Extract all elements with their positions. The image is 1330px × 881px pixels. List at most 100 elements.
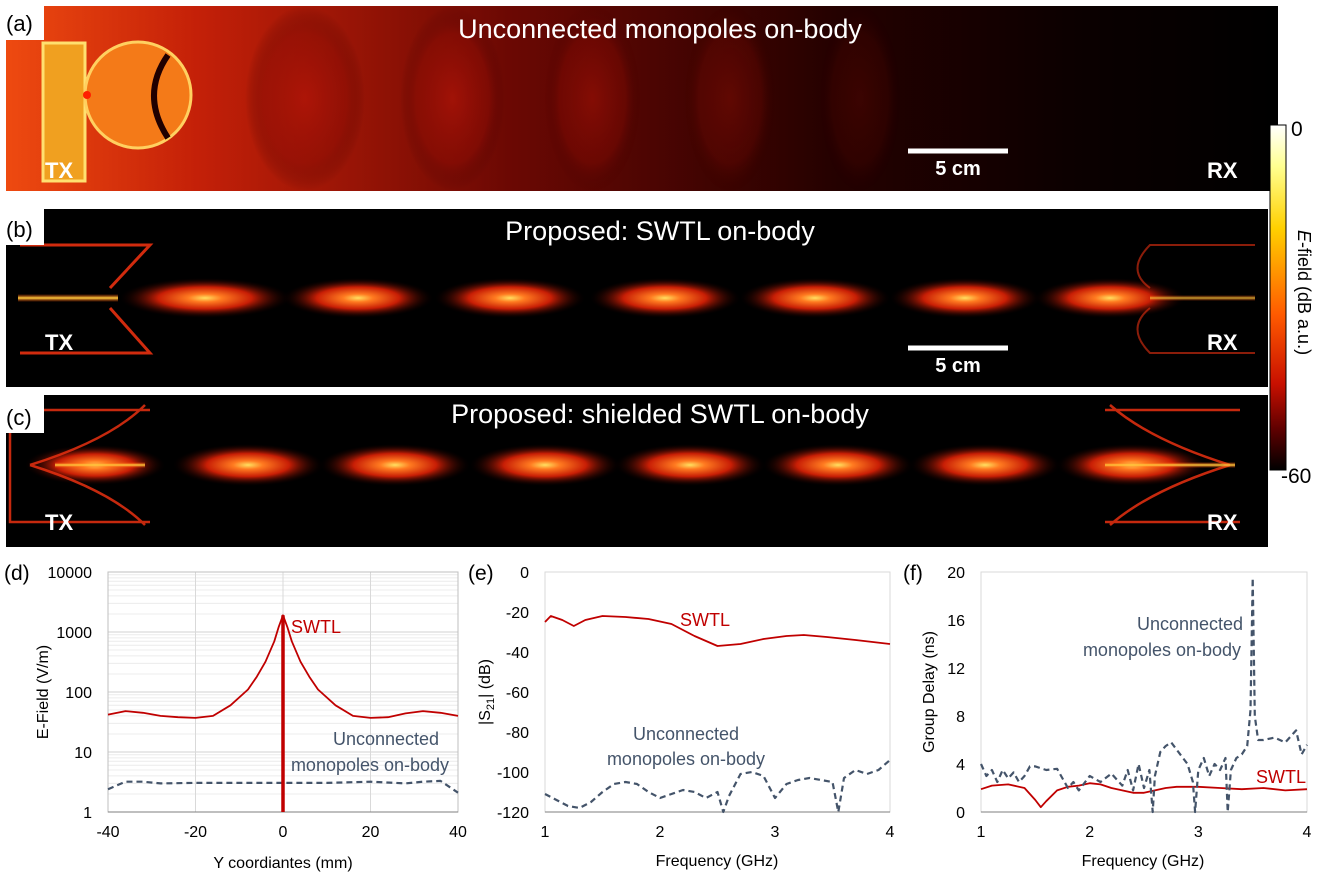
y-tick-label: 1000	[56, 625, 92, 642]
panel-a-wavefronts	[245, 6, 900, 191]
panel-b-title: Proposed: SWTL on-body	[505, 216, 815, 246]
y-tick-label: -40	[506, 645, 529, 662]
chart-e-ylabel-main: |S	[477, 710, 494, 725]
wavefront-band	[400, 6, 505, 191]
y-tick-label: -60	[506, 685, 529, 702]
field-lobe	[435, 278, 585, 318]
panel-c-rx-label: RX	[1207, 510, 1238, 535]
tx-disc-null	[151, 53, 171, 140]
panel-b-tx-label: TX	[45, 330, 73, 355]
panel-c-label-box	[0, 395, 44, 433]
tx-horn-upper	[20, 243, 154, 290]
panel-b-label-box	[0, 207, 44, 245]
panel-b-lobes	[120, 278, 1185, 318]
panel-a-field-map	[6, 6, 1278, 191]
panel-b-scale-label: 5 cm	[935, 355, 981, 377]
tx-shield	[8, 404, 150, 526]
panel-a-label: (a)	[6, 11, 33, 36]
y-tick-label: 10	[74, 745, 92, 762]
tx-feed-line	[18, 294, 118, 302]
chart-e-plot-frame	[544, 571, 891, 813]
chart-f-annotation-swtl: SWTL	[1256, 767, 1306, 787]
panel-a-label-box	[0, 0, 44, 40]
y-tick-label: 20	[947, 565, 965, 582]
wavefront-band	[245, 6, 365, 191]
chart-e-annotation-swtl: SWTL	[680, 610, 730, 630]
colorbar-title-e: E	[1294, 230, 1314, 243]
x-tick-label: 4	[1303, 824, 1312, 841]
colorbar-gradient	[1269, 124, 1287, 471]
rx-horn-upper	[1136, 244, 1255, 289]
panel-a-rx-label: RX	[1207, 158, 1238, 183]
y-tick-label: 1	[83, 805, 92, 822]
chart-e-ylabel-end: | (dB)	[477, 659, 494, 698]
x-tick-label: 0	[279, 824, 288, 841]
panel-a-title: Unconnected monopoles on-body	[458, 14, 862, 44]
wavefront-band	[820, 6, 900, 191]
panel-c-tx-label: TX	[45, 510, 73, 535]
tx-feed-point	[83, 91, 91, 99]
series-line-unconnected	[979, 576, 1308, 814]
x-tick-label: 2	[1085, 824, 1094, 841]
chart-e-annotation-unconnected-2: monopoles on-body	[607, 749, 765, 769]
field-lobe	[120, 278, 290, 318]
wavefront-band	[685, 6, 775, 191]
field-lobe	[740, 278, 890, 318]
y-tick-label: 100	[65, 685, 92, 702]
field-lobe	[763, 444, 913, 486]
y-tick-label: 16	[947, 613, 965, 630]
chart-f-series	[979, 576, 1308, 814]
panel-a-background	[6, 6, 1278, 191]
x-tick-label: -20	[184, 824, 207, 841]
field-lobe	[590, 278, 740, 318]
chart-f-annotation-unconnected-2: monopoles on-body	[1083, 640, 1241, 660]
chart-e-ylabel-sub: 21	[485, 698, 497, 710]
tx-monopole-disc	[83, 40, 193, 150]
series-line-swtl	[980, 782, 1308, 809]
tx-horn-lower	[20, 307, 154, 355]
panel-a-scale-label: 5 cm	[935, 158, 981, 180]
panel-b-rx-label: RX	[1207, 330, 1238, 355]
tx-feed-line	[55, 462, 145, 468]
rx-feed-line	[1105, 462, 1235, 468]
chart-e-ylabel: |S21| (dB)	[477, 659, 497, 725]
chart-d-annotation-unconnected-1: Unconnected	[333, 729, 439, 749]
panel-c-label: (c)	[6, 405, 32, 430]
chart-e-s21-vs-frequency: (e) 1 2 3 4 -120 -100 -80 -60 -40 -20 0 Frequency …	[468, 562, 895, 870]
panel-c-field-map	[6, 395, 1268, 547]
x-tick-label: -40	[96, 824, 119, 841]
chart-f-ylabel: Group Delay (ns)	[921, 631, 938, 753]
chart-d-annotation-swtl: SWTL	[291, 617, 341, 637]
field-lobe	[320, 444, 470, 486]
chart-e-annotation-unconnected-1: Unconnected	[633, 724, 739, 744]
x-tick-label: 1	[977, 824, 986, 841]
y-tick-label: -20	[506, 605, 529, 622]
x-tick-label: 4	[886, 824, 895, 841]
x-tick-label: 1	[541, 824, 550, 841]
panel-a-tx-label: TX	[45, 158, 73, 183]
y-tick-label: 4	[956, 757, 965, 774]
panel-b-field-map	[6, 209, 1268, 387]
chart-e-xlabel: Frequency (GHz)	[656, 853, 779, 870]
chart-d-xlabel: Y coordiantes (mm)	[213, 855, 352, 872]
chart-d-ylabel: E-Field (V/m)	[35, 645, 52, 739]
y-tick-label: 12	[947, 661, 965, 678]
field-lobe	[173, 444, 323, 486]
field-lobe	[283, 278, 433, 318]
field-lobe	[910, 444, 1060, 486]
colorbar-min-label: -60	[1281, 465, 1311, 488]
tx-monopole-patch	[41, 41, 87, 183]
chart-f-panel-label: (f)	[903, 562, 923, 585]
y-tick-label: 10000	[48, 565, 93, 582]
x-tick-label: 3	[771, 824, 780, 841]
y-tick-label: -120	[497, 805, 529, 822]
colorbar-title: E-field (dB a.u.)	[1294, 230, 1314, 355]
chart-f-annotation-unconnected-1: Unconnected	[1137, 614, 1243, 634]
x-tick-label: 3	[1194, 824, 1203, 841]
y-tick-label: 8	[956, 709, 965, 726]
y-tick-label: -80	[506, 725, 529, 742]
chart-d-panel-label: (d)	[4, 562, 30, 585]
panel-b-label: (b)	[6, 217, 33, 242]
chart-e-series	[544, 615, 891, 814]
